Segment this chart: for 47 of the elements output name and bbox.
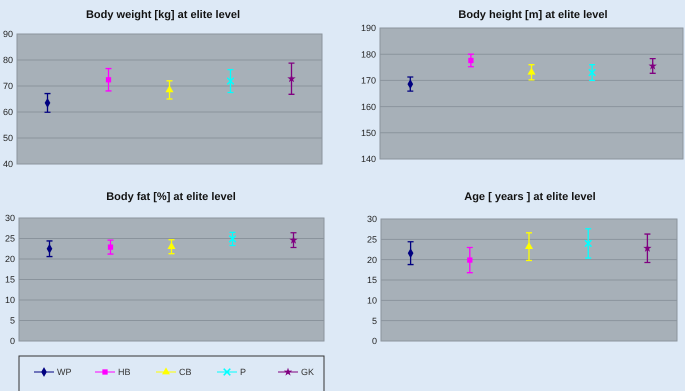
y-tick-label: 15: [4, 274, 15, 285]
y-tick-label: 140: [360, 154, 376, 164]
point: [108, 244, 114, 250]
point: [106, 77, 112, 82]
y-tick-label: 40: [2, 159, 13, 170]
y-tick-label: 10: [366, 295, 377, 306]
chart-title: Age [ years ] at elite level: [464, 191, 596, 203]
y-tick-label: 70: [2, 81, 13, 92]
point: [226, 77, 235, 86]
y-tick-label: 80: [2, 55, 13, 66]
legend-label: GK: [301, 367, 314, 378]
y-tick-label: 60: [2, 107, 13, 118]
y-tick-label: 190: [360, 23, 376, 34]
point: [167, 242, 176, 250]
point: [527, 68, 536, 75]
legend-label: P: [240, 367, 246, 378]
y-tick-label: 0: [10, 336, 15, 346]
legend-label: WP: [57, 367, 72, 378]
y-tick-label: 5: [372, 316, 377, 326]
y-tick-label: 20: [366, 254, 377, 265]
y-tick-label: 30: [4, 213, 15, 224]
y-tick-label: 90: [2, 29, 13, 40]
point: [228, 234, 237, 243]
y-tick-label: 10: [4, 295, 15, 306]
y-tick-label: 170: [360, 76, 376, 86]
point: [467, 257, 472, 263]
legend-label: HB: [118, 367, 131, 378]
y-tick-label: 160: [360, 102, 376, 112]
y-tick-label: 180: [360, 49, 376, 60]
y-tick-label: 25: [366, 234, 377, 244]
point: [524, 242, 534, 249]
y-tick-label: 50: [2, 133, 13, 144]
chart-title: Body weight [kg] at elite level: [86, 9, 240, 21]
legend-label: CB: [179, 367, 192, 378]
y-tick-label: 20: [4, 254, 15, 264]
y-tick-label: 5: [10, 316, 15, 326]
y-tick-label: 25: [4, 234, 15, 244]
chart-title: Body fat [%] at elite level: [106, 191, 236, 203]
y-tick-label: 0: [372, 336, 377, 346]
y-tick-label: 15: [366, 275, 377, 286]
point: [165, 85, 174, 92]
y-tick-label: 30: [366, 214, 377, 224]
y-tick-label: 150: [360, 128, 376, 138]
point: [588, 68, 596, 77]
point: [584, 239, 592, 248]
chart-title: Body height [m] at elite level: [458, 9, 608, 21]
point: [648, 62, 657, 70]
